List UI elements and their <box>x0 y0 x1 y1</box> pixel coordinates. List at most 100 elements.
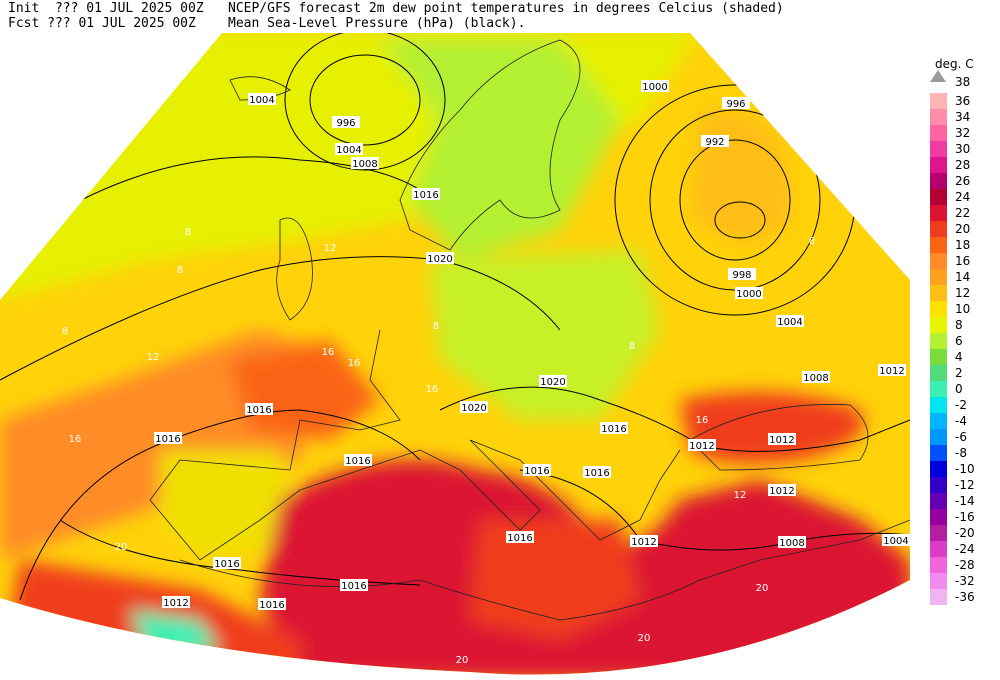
pressure-label: 1016 <box>345 456 370 467</box>
pressure-label-bg <box>768 484 796 496</box>
colorbar-label: -8 <box>955 446 967 460</box>
pressure-label: 996 <box>336 118 355 129</box>
dewpoint-label: 8 <box>177 265 183 276</box>
colorbar-swatch <box>930 365 947 381</box>
pressure-label-bg <box>258 598 286 610</box>
dewpoint-label: 20 <box>456 655 469 666</box>
dewpoint-label: 16 <box>348 358 361 369</box>
pressure-label: 992 <box>705 137 724 148</box>
pressure-label: 1008 <box>352 159 377 170</box>
pressure-label-bg <box>154 432 182 444</box>
colorbar-label: 10 <box>955 302 970 316</box>
title: NCEP/GFS forecast 2m dew point temperatu… <box>228 1 784 16</box>
colorbar-label: 0 <box>955 382 963 396</box>
dewpoint-field <box>0 33 910 675</box>
pressure-label-bg <box>802 371 830 383</box>
pressure-label: 1008 <box>779 538 804 549</box>
colorbar-label: -6 <box>955 430 967 444</box>
pressure-label: 1016 <box>413 190 438 201</box>
colorbar-swatch <box>930 93 947 109</box>
colorbar-label: 8 <box>955 318 963 332</box>
dewpoint-label: 16 <box>69 434 82 445</box>
colorbar-label: 20 <box>955 222 970 236</box>
colorbar-swatch <box>930 285 947 301</box>
colorbar-swatch <box>930 477 947 493</box>
pressure-label-bg <box>630 535 658 547</box>
pressure-label-bg <box>335 143 363 155</box>
pressure-label-bg <box>213 557 241 569</box>
colorbar-label: 14 <box>955 270 970 284</box>
pressure-label: 1016 <box>601 424 626 435</box>
colorbar-swatch <box>930 189 947 205</box>
pressure-label: 1016 <box>246 405 271 416</box>
colorbar-label: -24 <box>955 542 975 556</box>
pressure-label: 1012 <box>631 537 656 548</box>
colorbar-label: 32 <box>955 126 970 140</box>
colorbar-label: 28 <box>955 158 970 172</box>
colorbar-label: -12 <box>955 478 975 492</box>
pressure-label: 1012 <box>879 366 904 377</box>
pressure-label: 1016 <box>259 600 284 611</box>
colorbar-label: 26 <box>955 174 970 188</box>
pressure-label-bg <box>776 315 804 327</box>
pressure-label-bg <box>641 80 669 92</box>
colorbar-label: -36 <box>955 590 975 604</box>
pressure-label: 1004 <box>336 145 361 156</box>
colorbar-swatch <box>930 301 947 317</box>
colorbar-swatch <box>930 461 947 477</box>
pressure-label-bg <box>523 464 551 476</box>
dewpoint-label: 16 <box>322 347 335 358</box>
colorbar-swatch <box>930 589 947 605</box>
colorbar-swatch <box>930 541 947 557</box>
dewpoint-label: 20 <box>756 583 769 594</box>
colorbar-label: -16 <box>955 510 975 524</box>
pressure-label-bg <box>600 422 628 434</box>
pressure-label-bg <box>768 433 796 445</box>
colorbar-swatch <box>930 573 947 589</box>
pressure-label-bg <box>688 439 716 451</box>
pressure-label: 1008 <box>803 373 828 384</box>
pressure-label-bg <box>412 188 440 200</box>
colorbar-label: 18 <box>955 238 970 252</box>
pressure-label-bg <box>878 364 906 376</box>
subtitle: Mean Sea-Level Pressure (hPa) (black). <box>228 16 526 31</box>
dewpoint-label: 8 <box>185 227 191 238</box>
colorbar-label: -28 <box>955 558 975 572</box>
pressure-label: 1016 <box>524 466 549 477</box>
colorbar-swatch <box>930 525 947 541</box>
colorbar-swatch <box>930 173 947 189</box>
pressure-label-bg <box>778 536 806 548</box>
dewpoint-label: 8 <box>809 236 815 247</box>
pressure-label: 1020 <box>540 377 565 388</box>
colorbar-swatch <box>930 493 947 509</box>
pressure-label: 1020 <box>461 403 486 414</box>
pressure-label: 1016 <box>341 581 366 592</box>
colorbar-swatch <box>930 429 947 445</box>
colorbar-label: 6 <box>955 334 963 348</box>
colorbar-swatch <box>930 253 947 269</box>
pressure-label-bg <box>332 116 360 128</box>
dewpoint-label: 20 <box>638 633 651 644</box>
pressure-label: 1012 <box>163 598 188 609</box>
pressure-label: 1016 <box>584 468 609 479</box>
colorbar-swatch <box>930 445 947 461</box>
colorbar-swatch <box>930 349 947 365</box>
pressure-label-bg <box>735 287 763 299</box>
colorbar-label: 30 <box>955 142 970 156</box>
colorbar-label: 16 <box>955 254 970 268</box>
colorbar-swatch <box>930 317 947 333</box>
pressure-label: 1012 <box>769 435 794 446</box>
pressure-label-bg <box>426 252 454 264</box>
pressure-label-bg <box>351 157 379 169</box>
init-label: Init ??? 01 JUL 2025 00Z <box>8 1 204 16</box>
colorbar-label: 34 <box>955 110 970 124</box>
pressure-label-bg <box>344 454 372 466</box>
colorbar-label: 38 <box>955 75 970 89</box>
colorbar-swatch <box>930 109 947 125</box>
colorbar-swatch <box>930 269 947 285</box>
colorbar-swatch <box>930 509 947 525</box>
colorbar-label: -20 <box>955 526 975 540</box>
pressure-label: 1016 <box>155 434 180 445</box>
